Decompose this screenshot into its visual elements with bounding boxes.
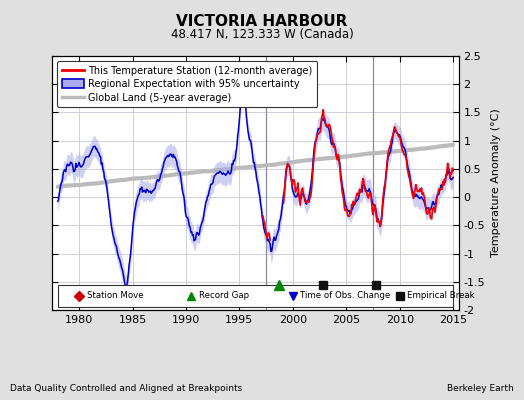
Text: Time of Obs. Change: Time of Obs. Change <box>300 291 390 300</box>
Text: 48.417 N, 123.333 W (Canada): 48.417 N, 123.333 W (Canada) <box>171 28 353 41</box>
Bar <box>58 285 453 307</box>
Text: Empirical Break: Empirical Break <box>407 291 475 300</box>
Text: Record Gap: Record Gap <box>199 291 249 300</box>
Legend: This Temperature Station (12-month average), Regional Expectation with 95% uncer: This Temperature Station (12-month avera… <box>57 61 318 107</box>
Text: VICTORIA HARBOUR: VICTORIA HARBOUR <box>176 14 348 29</box>
Text: Station Move: Station Move <box>86 291 143 300</box>
Y-axis label: Temperature Anomaly (°C): Temperature Anomaly (°C) <box>490 109 500 257</box>
Text: Berkeley Earth: Berkeley Earth <box>447 384 514 393</box>
Text: Data Quality Controlled and Aligned at Breakpoints: Data Quality Controlled and Aligned at B… <box>10 384 243 393</box>
